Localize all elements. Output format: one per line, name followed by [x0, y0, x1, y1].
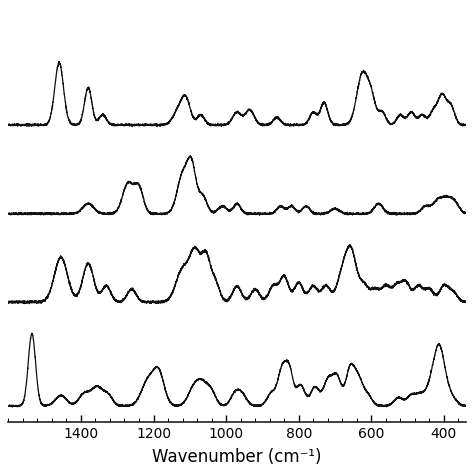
X-axis label: Wavenumber (cm⁻¹): Wavenumber (cm⁻¹) [152, 447, 322, 465]
